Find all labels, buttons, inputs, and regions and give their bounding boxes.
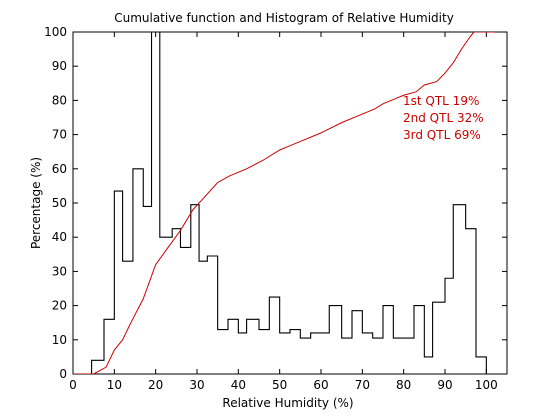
- x-tick-label: 40: [231, 378, 246, 392]
- y-tick-label: 60: [52, 162, 67, 176]
- y-tick-label: 90: [52, 59, 67, 73]
- chart-title: Cumulative function and Histogram of Rel…: [114, 11, 454, 25]
- x-tick-label: 80: [396, 378, 411, 392]
- y-tick-label: 10: [52, 333, 67, 347]
- x-axis-label: Relative Humidity (%): [222, 396, 353, 410]
- x-tick-label: 100: [475, 378, 498, 392]
- x-tick-label: 0: [69, 378, 77, 392]
- x-tick-label: 20: [148, 378, 163, 392]
- quartile-annotation: 2nd QTL 32%: [403, 111, 484, 125]
- y-tick-label: 50: [52, 196, 67, 210]
- x-tick-label: 10: [107, 378, 122, 392]
- x-tick-label: 90: [437, 378, 452, 392]
- plot-area: [72, 31, 508, 375]
- histogram-stairs: [73, 32, 507, 374]
- x-tick-label: 70: [355, 378, 370, 392]
- y-tick-label: 20: [52, 299, 67, 313]
- y-tick-label: 30: [52, 264, 67, 278]
- quartile-annotation: 1st QTL 19%: [403, 94, 479, 108]
- cumulative-line: [73, 32, 495, 374]
- y-tick-label: 70: [52, 128, 67, 142]
- y-tick-label: 40: [52, 230, 67, 244]
- quartile-annotation: 3rd QTL 69%: [403, 128, 481, 142]
- x-tick-label: 50: [272, 378, 287, 392]
- x-tick-label: 30: [189, 378, 204, 392]
- y-tick-label: 80: [52, 93, 67, 107]
- y-axis-label: Percentage (%): [29, 157, 43, 249]
- y-tick-label: 0: [59, 367, 67, 381]
- x-tick-label: 60: [313, 378, 328, 392]
- y-tick-label: 100: [44, 25, 67, 39]
